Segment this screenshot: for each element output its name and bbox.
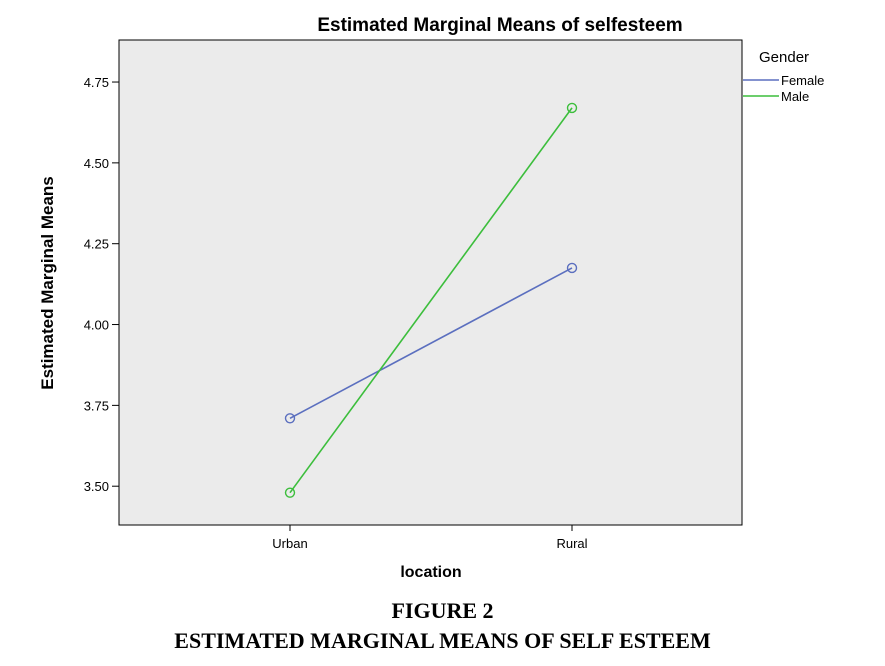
y-tick-label: 4.25 bbox=[84, 237, 109, 252]
y-axis: 3.50 3.75 4.00 4.25 4.50 4.75 bbox=[84, 75, 119, 494]
y-tick-label: 3.50 bbox=[84, 479, 109, 494]
chart-title: Estimated Marginal Means of selfesteem bbox=[317, 15, 682, 36]
y-tick-label: 4.50 bbox=[84, 156, 109, 171]
chart-svg: Estimated Marginal Means of selfesteem 3… bbox=[38, 15, 824, 581]
chart: Estimated Marginal Means of selfesteem 3… bbox=[38, 15, 824, 581]
data-point-male bbox=[566, 102, 578, 114]
x-tick-label: Urban bbox=[272, 536, 307, 551]
data-point-male bbox=[284, 487, 296, 498]
x-axis-label: location bbox=[400, 564, 461, 581]
legend-title: Gender bbox=[759, 49, 809, 66]
y-tick-label: 4.75 bbox=[84, 75, 109, 90]
x-tick-label: Rural bbox=[556, 536, 587, 551]
data-point-female bbox=[566, 262, 578, 274]
y-tick-label: 4.00 bbox=[84, 318, 109, 333]
data-point-female bbox=[284, 413, 296, 424]
y-axis-label: Estimated Marginal Means bbox=[38, 176, 57, 390]
series-layer bbox=[284, 102, 578, 498]
y-tick-label: 3.75 bbox=[84, 398, 109, 413]
figure-label: FIGURE 2 bbox=[391, 598, 494, 623]
series-line-male bbox=[289, 107, 573, 494]
legend-label-female: Female bbox=[781, 73, 824, 88]
x-axis: Urban Rural bbox=[272, 525, 588, 551]
figure-caption: ESTIMATED MARGINAL MEANS OF SELF ESTEEM bbox=[174, 628, 711, 653]
legend-label-male: Male bbox=[781, 89, 809, 104]
series-line-female bbox=[289, 267, 573, 420]
plot-area bbox=[118, 39, 743, 526]
